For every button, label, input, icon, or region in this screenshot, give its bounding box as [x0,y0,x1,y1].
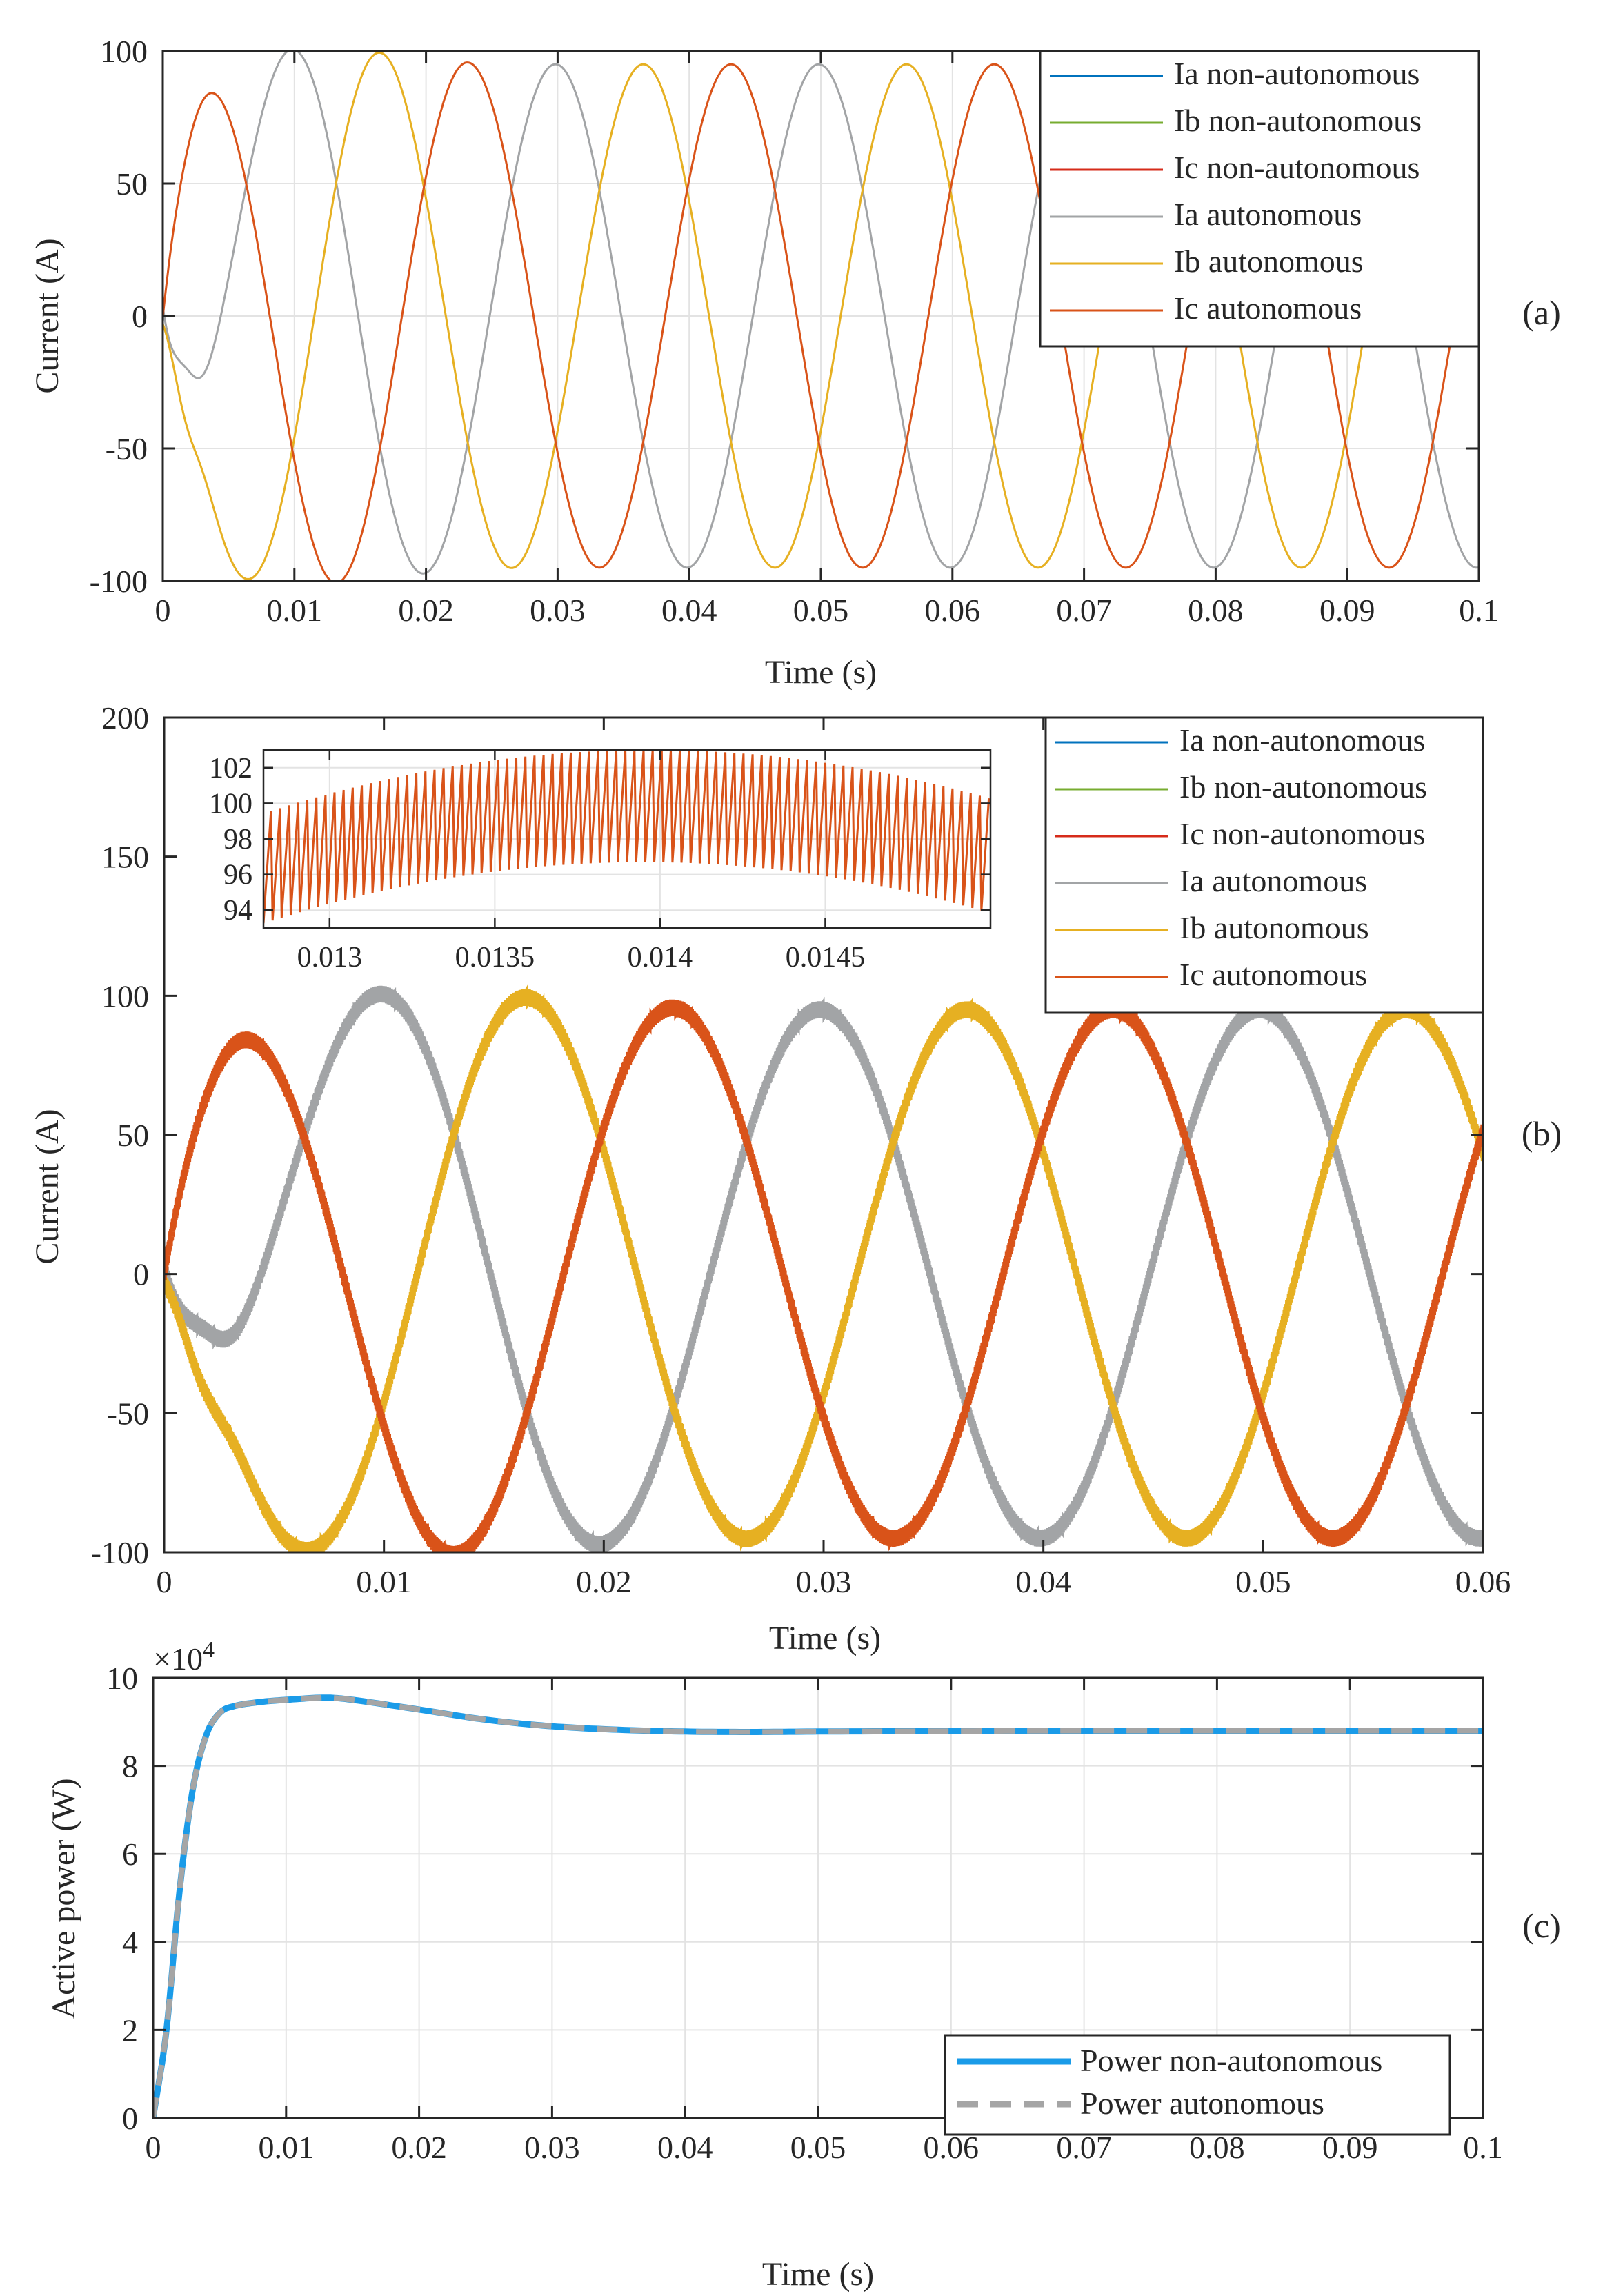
legend-entry: Ia non-autonomous [1179,722,1425,758]
legend-entry: Ic non-autonomous [1174,150,1420,185]
inset-ticks: 0.013 0.0135 0.014 0.0145 94 96 98 100 102 [209,750,990,973]
legend-entry: Ia autonomous [1179,863,1367,898]
panel-c-legend: Power non-autonomous Power autonomous [944,2034,1451,2136]
inset-y-tick-label: 96 [223,860,252,891]
series-line-ia-autonomous [163,51,1479,575]
y-tick-label: -50 [106,431,148,466]
x-tick-label: 0.05 [790,2130,846,2165]
legend-entry: Ib autonomous [1174,244,1364,279]
x-tick-label: 0.03 [524,2130,580,2165]
y-tick-label: -100 [90,564,148,599]
inset-y-tick-label: 102 [209,753,252,784]
x-tick-label: 0 [146,2130,161,2165]
legend-entry: Ic autonomous [1174,290,1362,326]
panel-b-series [164,984,1483,1552]
x-tick-label: 0.06 [925,593,981,628]
panel-a-label: (a) [1522,293,1561,332]
legend-entry: Ic non-autonomous [1179,816,1425,851]
inset-x-tick-label: 0.014 [628,942,693,973]
y-tick-label: 8 [122,1749,138,1784]
inset-x-tick-label: 0.0145 [786,942,866,973]
x-tick-label: 0.1 [1459,593,1499,628]
y-tick-label: 10 [106,1661,138,1696]
inset-series-line [263,750,990,924]
panel-c-exponent: ×104 [153,1637,215,1676]
y-tick-label: 4 [122,1925,138,1960]
panel-c-chart: 0 0.01 0.02 0.03 0.04 0.05 0.06 0.07 0.08 0.09 0.1… [46,1637,1561,2293]
panel-b-label: (b) [1522,1114,1562,1153]
panel-c-series [153,1694,1483,2118]
legend-box [1044,716,1484,1014]
panel-a-ylabel: Current (A) [29,238,66,393]
inset-y-tick-label: 98 [223,824,252,855]
y-tick-label: 50 [116,166,148,201]
legend-entry: Ic autonomous [1179,957,1367,992]
y-tick-label: 6 [122,1837,138,1872]
y-tick-label: 150 [101,840,149,875]
series-line-power-autonomous [153,1694,1483,2118]
panel-c-ylabel: Active power (W) [46,1778,82,2019]
y-tick-label: 100 [100,34,148,69]
y-tick-label: -50 [107,1396,149,1431]
y-tick-label: 100 [101,978,149,1013]
panel-b-ylabel: Current (A) [29,1109,66,1264]
x-tick-label: 0.08 [1188,593,1244,628]
x-tick-label: 0.06 [1455,1564,1511,1599]
x-tick-label: 0.03 [530,593,586,628]
series-line-ib-autonomous [164,984,1483,1552]
panel-c-label: (c) [1522,1906,1561,1945]
y-tick-label: -100 [91,1535,149,1570]
x-tick-label: 0.04 [661,593,717,628]
inset-x-tick-label: 0.0135 [455,942,535,973]
panel-b-ticks: 0 0.01 0.02 0.03 0.04 0.05 0.06 -100 -50 0 50 100 15… [91,700,1511,1599]
legend-entry: Ia autonomous [1174,197,1362,232]
x-tick-label: 0.02 [391,2130,447,2165]
x-tick-label: 0.01 [267,593,323,628]
panel-b-xlabel: Time (s) [769,1620,881,1656]
panel-b-legend: Ia non-autonomous Ib non-autonomous Ic non… [1044,716,1484,1014]
x-tick-label: 0 [155,593,171,628]
panel-b-chart: 0 0.01 0.02 0.03 0.04 0.05 0.06 -100 -50 0 50 100 15… [29,700,1562,1656]
y-tick-label: 2 [122,2012,138,2048]
x-tick-label: 0.05 [793,593,849,628]
x-tick-label: 0.07 [1056,593,1112,628]
legend-entry: Power non-autonomous [1080,2043,1382,2078]
series-line-ib-autonomous [163,51,1479,580]
panel-a-xlabel: Time (s) [765,654,877,691]
panel-c-xlabel: Time (s) [762,2256,874,2293]
legend-entry: Ib non-autonomous [1174,103,1422,138]
x-tick-label: 0.02 [398,593,454,628]
y-tick-label: 50 [117,1118,149,1153]
y-tick-label: 200 [101,700,149,735]
panel-a-chart: 0 0.01 0.02 0.03 0.04 0.05 0.06 0.07 0.08 0.09 0.1… [29,34,1561,691]
legend-box [944,2034,1451,2136]
x-tick-label: 0.01 [356,1564,412,1599]
inset-x-tick-label: 0.013 [297,942,363,973]
panel-a-legend: Ia non-autonomous Ib non-autonomous Ic non… [1039,50,1480,348]
x-tick-label: 0.04 [1015,1564,1071,1599]
x-tick-label: 0.03 [796,1564,852,1599]
legend-entry: Ib autonomous [1179,910,1369,945]
x-tick-label: 0.1 [1463,2130,1503,2165]
inset-y-tick-label: 100 [209,788,252,820]
legend-entry: Ia non-autonomous [1174,56,1420,91]
legend-box [1039,50,1480,348]
y-tick-label: 0 [122,2101,138,2136]
x-tick-label: 0.09 [1320,593,1375,628]
x-tick-label: 0.02 [576,1564,632,1599]
series-line-ic-autonomous [164,998,1483,1552]
x-tick-label: 0 [157,1564,172,1599]
y-tick-label: 0 [132,299,148,334]
x-tick-label: 0.05 [1235,1564,1291,1599]
legend-entry: Power autonomous [1080,2086,1324,2121]
inset-series [263,750,990,924]
legend-entry: Ib non-autonomous [1179,769,1427,804]
panel-b-inset-zoom: 0.013 0.0135 0.014 0.0145 94 96 98 100 102 [209,749,992,973]
y-tick-label: 0 [133,1257,149,1292]
x-tick-label: 0.01 [259,2130,315,2165]
panel-a-ticks: 0 0.01 0.02 0.03 0.04 0.05 0.06 0.07 0.08 0.09 0.1… [90,34,1499,628]
x-tick-label: 0.04 [657,2130,713,2165]
inset-y-tick-label: 94 [223,895,252,927]
